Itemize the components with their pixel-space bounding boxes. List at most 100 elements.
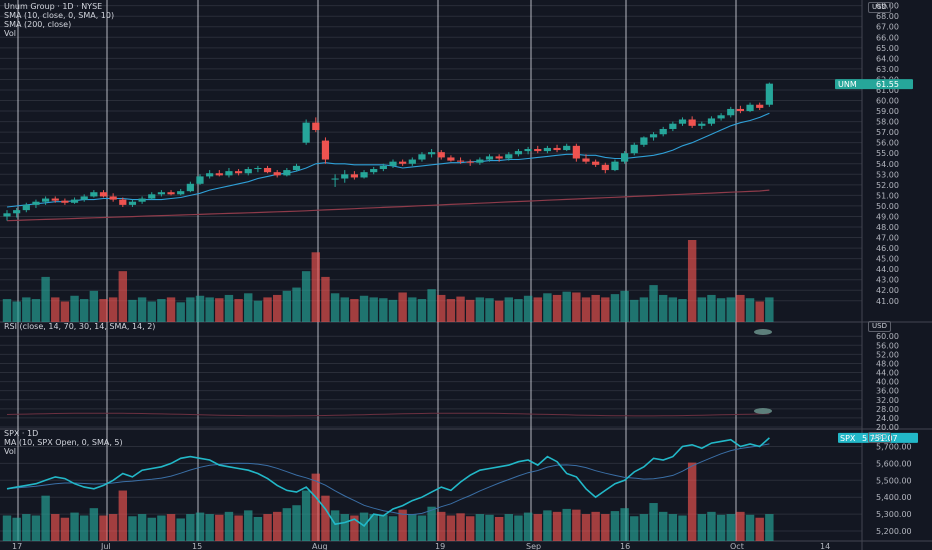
main-legend: Unum Group · 1D · NYSE SMA (10, close, 0…	[4, 2, 114, 38]
spx-volume-bar	[408, 514, 417, 541]
spx-volume-bar	[350, 515, 359, 541]
volume-bar	[388, 299, 398, 322]
spx-volume-bar	[466, 516, 475, 541]
volume-bar	[301, 271, 311, 322]
spx-legend-volume[interactable]: Vol	[4, 447, 16, 456]
volume-bar	[745, 298, 755, 322]
price-axis-label: 52.00	[876, 181, 899, 190]
currency-badge-spx[interactable]: USD	[868, 432, 891, 443]
main-legend-sma10[interactable]: SMA (10, close, 0, SMA, 10)	[4, 11, 115, 20]
spx-volume-bar	[186, 514, 195, 541]
candle-body	[408, 159, 416, 164]
currency-badge-rsi[interactable]: USD	[868, 321, 891, 332]
time-axis-label: 16	[620, 542, 630, 550]
spx-volume-bar	[388, 516, 398, 541]
candle-body	[659, 128, 667, 135]
candle-body	[649, 134, 658, 138]
vertical-markers	[17, 0, 737, 541]
spx-volume-bar	[523, 512, 533, 541]
spx-axis-label: 5,200.00	[876, 527, 912, 536]
candle-body	[215, 173, 223, 176]
volume-bar	[716, 298, 726, 322]
spx-volume-bar	[726, 514, 735, 541]
candle-body	[312, 122, 320, 131]
candle-body	[61, 200, 69, 203]
time-axis-label: 19	[435, 542, 445, 550]
spx-volume-bar	[552, 511, 562, 541]
volume-bar	[340, 297, 349, 322]
last-price-tag	[835, 79, 913, 90]
volume-bar	[215, 298, 224, 322]
volume-bar	[60, 301, 70, 322]
price-axis-label: 59.00	[876, 107, 899, 116]
price-axis-label: 69.00	[876, 2, 899, 11]
time-axis-label: Jul	[100, 542, 111, 550]
price-axis-label: 49.00	[876, 212, 899, 221]
candle-body	[601, 164, 609, 171]
rsi-legend[interactable]: RSI (close, 14, 70, 30, 14, SMA, 14, 2)	[4, 322, 156, 331]
main-legend-sma200[interactable]: SMA (200, close)	[4, 20, 72, 29]
volume-bar	[205, 297, 214, 322]
spx-legend-ma[interactable]: MA (10, SPX Open, 0, SMA, 5)	[4, 438, 123, 447]
spx-volume-bar	[157, 515, 166, 541]
volume-bar	[234, 299, 243, 322]
price-axis-label: 63.00	[876, 65, 899, 74]
candle-body	[42, 198, 50, 202]
spx-legend-title[interactable]: SPX · 1D	[4, 429, 39, 438]
candle-body	[756, 104, 764, 108]
volume-bar	[195, 295, 205, 322]
price-axis: 41.0042.0043.0044.0045.0046.0047.0048.00…	[835, 2, 918, 536]
candle-body	[225, 171, 233, 176]
price-axis-label: 60.00	[876, 97, 899, 106]
spx-volume-bar	[166, 514, 176, 541]
volume-bar	[273, 294, 282, 322]
volume-bar	[244, 293, 253, 322]
spx-volume-bar	[215, 514, 224, 541]
main-legend-volume[interactable]: Vol	[4, 29, 16, 38]
spx-volume-bar	[31, 515, 41, 541]
spx-volume-bar	[195, 512, 205, 541]
price-axis-label: 43.00	[876, 276, 899, 285]
candle-body	[524, 149, 532, 152]
candle-body	[206, 173, 214, 177]
candle-body	[505, 154, 513, 159]
price-axis-label: 48.00	[876, 223, 899, 232]
candle-body	[283, 170, 291, 176]
candle-body	[428, 152, 436, 155]
price-axis-label: 58.00	[876, 118, 899, 127]
spx-volume-bar	[51, 514, 60, 541]
spx-volume-bar	[22, 514, 31, 541]
currency-badge-main[interactable]: USD	[868, 2, 891, 13]
price-axis-label: 55.00	[876, 149, 899, 158]
volume-bar	[118, 271, 127, 322]
price-axis-label: 42.00	[876, 286, 899, 295]
candle-body	[707, 118, 716, 124]
spx-volume-bar	[224, 511, 234, 541]
volume-bar	[514, 299, 523, 322]
candle-body	[621, 153, 629, 162]
candle-body	[592, 161, 600, 165]
candle-body	[582, 158, 590, 162]
price-axis-label: 66.00	[876, 33, 899, 42]
spx-axis-label: 5,700.00	[876, 443, 912, 452]
main-legend-title[interactable]: Unum Group · 1D · NYSE	[4, 2, 103, 11]
last-price-value: 61.55	[876, 80, 899, 89]
volume-bar	[176, 302, 185, 322]
spx-volume-bar	[234, 515, 243, 541]
spx-axis-label: 5,500.00	[876, 476, 912, 485]
price-axis-label: 47.00	[876, 234, 899, 243]
candle-body	[669, 123, 677, 129]
time-axis-label: Sep	[526, 542, 541, 550]
spx-volume-bar	[176, 518, 185, 541]
rsi-axis-label: 56.00	[876, 341, 899, 350]
candle-body	[437, 152, 445, 158]
candle-body	[138, 198, 146, 202]
candle-body	[485, 156, 494, 160]
volume-bar	[108, 297, 118, 322]
volume-bar	[31, 299, 41, 322]
volume-bar	[581, 297, 591, 322]
candles	[3, 82, 773, 221]
candle-body	[534, 149, 542, 152]
time-axis-label: Aug	[312, 542, 328, 550]
